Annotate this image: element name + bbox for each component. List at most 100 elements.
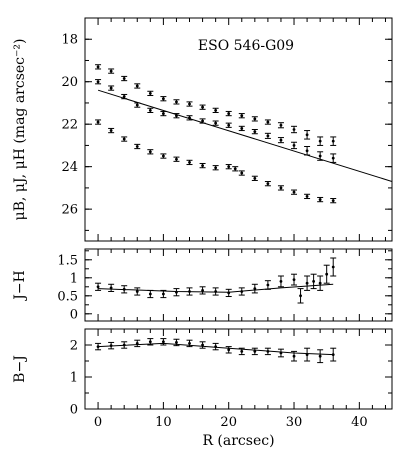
data-point (266, 283, 270, 287)
data-point (240, 114, 244, 118)
data-point (201, 289, 204, 292)
y-tick-label: 1.5 (57, 253, 78, 268)
data-point (109, 69, 113, 73)
data-point (331, 199, 335, 203)
data-point (279, 138, 283, 142)
data-point (161, 292, 165, 296)
data-point (135, 290, 139, 293)
data-point (214, 290, 218, 293)
data-point (279, 123, 283, 127)
data-point (305, 133, 309, 137)
data-point (188, 116, 191, 120)
data-point (148, 292, 152, 296)
data-point (135, 145, 139, 148)
data-layer (95, 257, 337, 304)
data-point (227, 123, 231, 127)
x-tick-label: 40 (351, 415, 368, 430)
data-point (227, 291, 231, 295)
data-point (266, 134, 270, 138)
data-point (175, 114, 178, 118)
data-point (240, 350, 244, 353)
data-point (240, 290, 244, 293)
data-point (305, 281, 309, 285)
x-tick-label: 20 (220, 415, 237, 430)
data-point (331, 156, 335, 160)
y-axis-label: J−H (12, 270, 28, 302)
data-point (109, 344, 113, 348)
data-point (253, 287, 257, 290)
data-point (318, 139, 322, 143)
data-point (318, 354, 322, 358)
data-point (161, 340, 165, 344)
data-point (148, 150, 152, 154)
y-tick-label: 22 (61, 118, 78, 133)
data-point (135, 84, 139, 88)
data-point (109, 286, 113, 290)
data-point (122, 343, 126, 347)
y-tick-label: 0 (70, 403, 78, 418)
data-point (312, 280, 316, 283)
data-point (331, 139, 335, 143)
y-tick-label: 2 (70, 339, 78, 354)
data-point (175, 100, 178, 104)
data-point (325, 272, 329, 276)
fit-line (97, 89, 392, 182)
data-point (201, 343, 204, 347)
data-point (253, 130, 257, 134)
y-axis-label: μB, μJ, μH (mag arcsec⁻²) (12, 39, 28, 221)
x-tick-label: 0 (94, 415, 102, 430)
data-point (292, 354, 296, 358)
plot-frame (84, 248, 393, 322)
data-point (161, 97, 165, 101)
data-point (279, 186, 283, 190)
j-h-color-panel: 0 0.5 1 1.5 J−H (12, 248, 393, 322)
data-point (96, 80, 100, 84)
y-tick-label: 18 (61, 33, 78, 48)
plot-frame (84, 328, 393, 410)
data-point (227, 348, 231, 352)
data-point (161, 154, 165, 158)
data-point (214, 166, 218, 170)
data-point (122, 95, 126, 98)
data-point (214, 108, 218, 112)
data-point (292, 128, 296, 131)
data-point (266, 350, 270, 353)
data-point (96, 345, 100, 348)
data-point (305, 353, 309, 356)
data-point (96, 120, 100, 124)
data-point (109, 86, 113, 90)
data-point (292, 278, 296, 281)
data-layer (95, 64, 392, 204)
data-point (266, 120, 270, 124)
data-point (122, 287, 126, 291)
data-layer (95, 338, 337, 364)
data-point (188, 342, 191, 345)
data-point (188, 290, 191, 293)
data-point (318, 154, 322, 158)
data-point (122, 77, 126, 80)
data-point (148, 340, 152, 344)
y-axis-label: B−J (12, 355, 28, 383)
data-point (305, 195, 309, 198)
data-point (305, 149, 309, 153)
data-point (331, 353, 335, 356)
data-point (201, 164, 204, 168)
data-point (175, 341, 178, 344)
data-point (214, 345, 218, 348)
data-point (227, 112, 231, 115)
data-point (214, 121, 218, 125)
data-point (201, 119, 204, 123)
data-point (201, 105, 204, 109)
data-point (292, 144, 296, 147)
data-point (122, 137, 126, 141)
data-point (96, 65, 100, 69)
y-tick-label: 1 (70, 271, 78, 286)
data-point (253, 117, 257, 121)
data-point (135, 103, 139, 107)
x-tick-label: 30 (286, 415, 303, 430)
data-point (188, 161, 191, 164)
data-point (318, 281, 322, 285)
x-axis-label: R (arcsec) (202, 433, 274, 449)
data-point (233, 167, 237, 171)
y-tick-label: 24 (61, 160, 78, 175)
